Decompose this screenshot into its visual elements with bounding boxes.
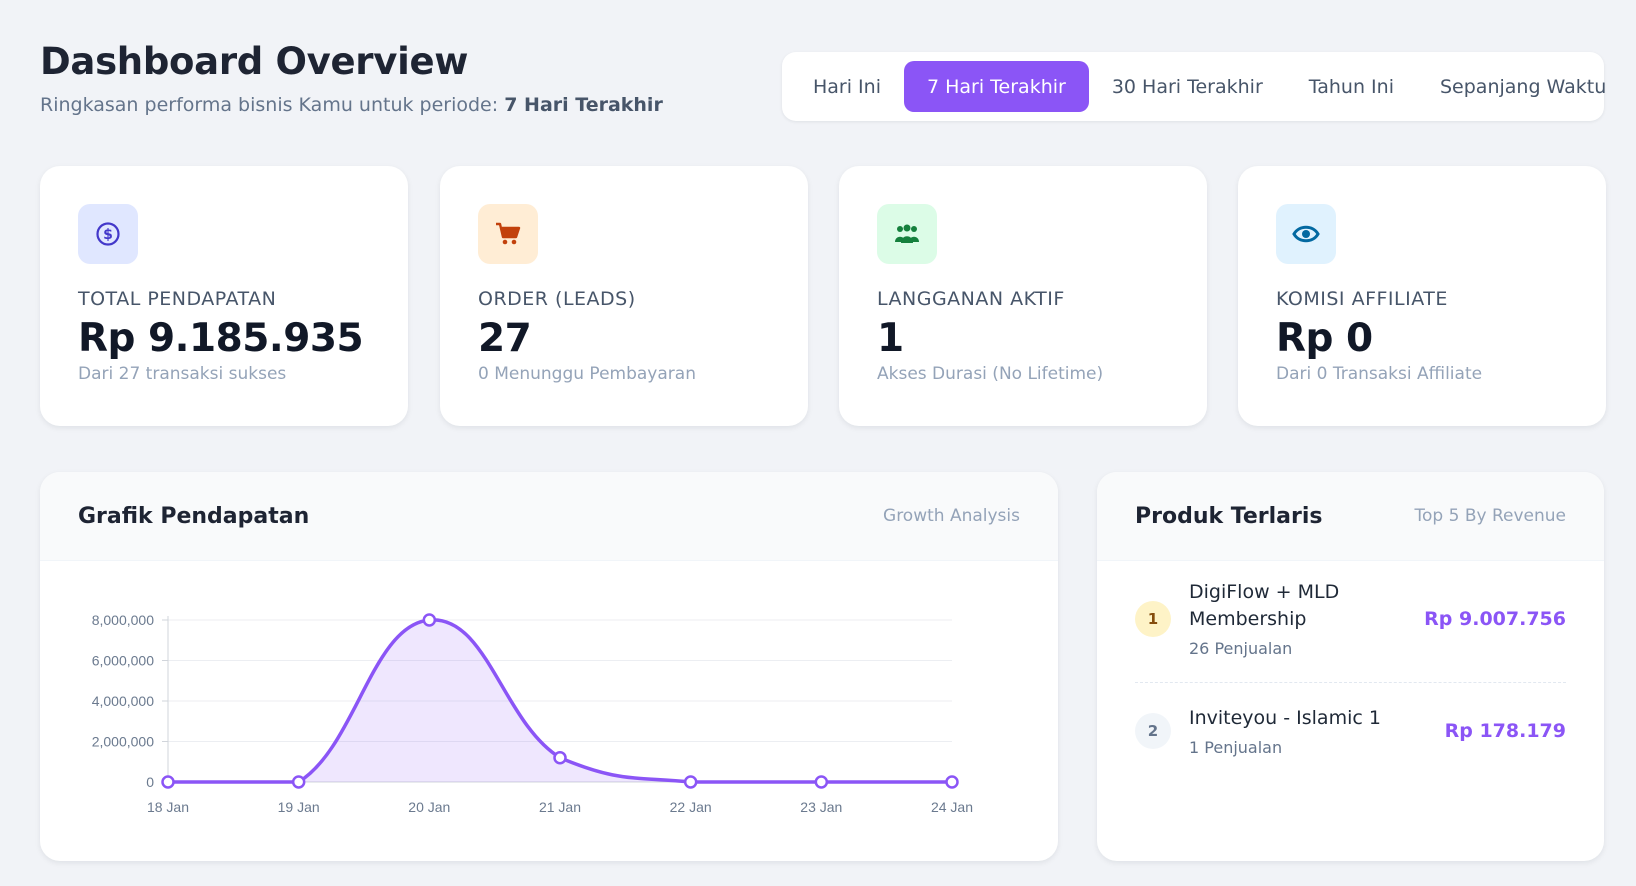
stat-subtext: Akses Durasi (No Lifetime) (877, 364, 1104, 384)
revenue-chart-panel: Grafik Pendapatan Growth Analysis 0 2,000… (40, 472, 1058, 861)
data-point (422, 613, 437, 627)
panel-title: Grafik Pendapatan (78, 503, 310, 529)
revenue-chart-svg: 0 2,000,000 4,000,000 6,000,000 8,000,000 18 … (92, 612, 973, 815)
product-name: Inviteyou - Islamic 1 (1189, 707, 1381, 729)
panel-hint: Growth Analysis (883, 506, 1020, 526)
x-tick-label: 24 Jan (931, 799, 973, 815)
tab-7-hari-terakhir[interactable]: 7 Hari Terakhir (903, 61, 1089, 112)
data-point (291, 775, 306, 789)
y-tick-label: 8,000,000 (92, 612, 154, 628)
subtitle-period: 7 Hari Terakhir (504, 94, 663, 116)
page-subtitle: Ringkasan performa bisnis Kamu untuk per… (40, 94, 663, 116)
stat-label: KOMISI AFFILIATE (1276, 288, 1448, 310)
users-icon (877, 204, 937, 264)
area-fill (168, 619, 952, 782)
x-tick-label: 19 Jan (278, 799, 320, 815)
y-tick-label: 4,000,000 (92, 693, 154, 709)
panel-header: Produk Terlaris Top 5 By Revenue (1097, 472, 1604, 561)
data-point (945, 775, 959, 789)
period-filter-tabs: Hari Ini 7 Hari Terakhir 30 Hari Terakhi… (782, 52, 1606, 121)
y-tick-label: 2,000,000 (92, 734, 154, 750)
svg-text:$: $ (103, 227, 113, 243)
y-tick-label: 6,000,000 (92, 653, 154, 669)
product-sales: 26 Penjualan (1189, 639, 1293, 658)
top-products-panel: Produk Terlaris Top 5 By Revenue 1 DigiF… (1097, 472, 1604, 861)
stat-label: TOTAL PENDAPATAN (78, 288, 277, 310)
subtitle-prefix: Ringkasan performa bisnis Kamu untuk per… (40, 94, 499, 116)
data-point (683, 775, 698, 789)
x-tick-label: 18 Jan (147, 799, 189, 815)
stat-label: LANGGANAN AKTIF (877, 288, 1065, 310)
product-info: Inviteyou - Islamic 1 1 Penjualan (1189, 705, 1445, 757)
panel-title: Produk Terlaris (1135, 503, 1323, 529)
stat-value: Rp 0 (1276, 316, 1373, 361)
stat-card-order-leads: ORDER (LEADS) 27 0 Menunggu Pembayaran (440, 166, 808, 426)
stat-card-langganan-aktif: LANGGANAN AKTIF 1 Akses Durasi (No Lifet… (839, 166, 1207, 426)
data-point (553, 750, 567, 765)
data-point (814, 775, 829, 789)
product-item[interactable]: 2 Inviteyou - Islamic 1 1 Penjualan Rp 1… (1135, 705, 1566, 757)
x-tick-label: 23 Jan (800, 799, 842, 815)
tab-30-hari-terakhir[interactable]: 30 Hari Terakhir (1111, 75, 1263, 98)
revenue-chart: 0 2,000,000 4,000,000 6,000,000 8,000,000 18 … (40, 561, 1058, 861)
rank-badge: 1 (1135, 600, 1171, 637)
stat-subtext: 0 Menunggu Pembayaran (478, 364, 696, 384)
stat-card-total-pendapatan: $ TOTAL PENDAPATAN Rp 9.185.935 Dari 27 … (40, 166, 408, 426)
panel-hint: Top 5 By Revenue (1414, 506, 1566, 526)
stat-label: ORDER (LEADS) (478, 288, 636, 310)
tab-hari-ini[interactable]: Hari Ini (813, 75, 881, 98)
tab-tahun-ini[interactable]: Tahun Ini (1308, 75, 1394, 98)
page-title: Dashboard Overview (40, 40, 469, 83)
panel-header: Grafik Pendapatan Growth Analysis (40, 472, 1058, 561)
tab-sepanjang-waktu[interactable]: Sepanjang Waktu (1439, 75, 1607, 98)
divider (1135, 682, 1566, 683)
x-tick-label: 21 Jan (539, 799, 581, 815)
product-item[interactable]: 1 DigiFlow + MLD Membership 26 Penjualan… (1135, 579, 1566, 658)
product-info: DigiFlow + MLD Membership 26 Penjualan (1189, 579, 1424, 658)
stat-value: 27 (478, 316, 532, 361)
product-name: DigiFlow + MLD Membership (1189, 581, 1340, 630)
rank-badge: 2 (1135, 713, 1171, 749)
x-tick-label: 22 Jan (670, 799, 712, 815)
product-sales: 1 Penjualan (1189, 738, 1283, 757)
y-tick-label: 0 (146, 774, 154, 790)
eye-icon (1276, 204, 1336, 264)
stat-value: Rp 9.185.935 (78, 316, 364, 361)
stat-subtext: Dari 27 transaksi sukses (78, 364, 287, 384)
stat-subtext: Dari 0 Transaksi Affiliate (1276, 364, 1483, 384)
dollar-circle-icon: $ (78, 204, 138, 264)
product-revenue: Rp 178.179 (1444, 720, 1566, 742)
cart-icon (478, 204, 538, 264)
x-tick-label: 20 Jan (408, 799, 450, 815)
stat-value: 1 (877, 316, 904, 361)
stat-card-komisi-affiliate: KOMISI AFFILIATE Rp 0 Dari 0 Transaksi A… (1238, 166, 1606, 426)
product-revenue: Rp 9.007.756 (1424, 607, 1566, 630)
data-point (161, 775, 175, 789)
